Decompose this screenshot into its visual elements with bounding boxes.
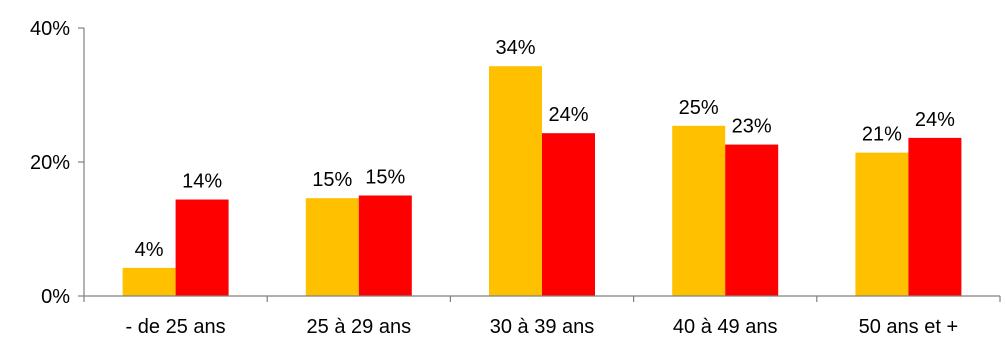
bar-series-1 (855, 152, 909, 296)
x-tick-label: 30 à 39 ans (490, 316, 595, 338)
y-tick-label: 0% (41, 286, 70, 308)
data-label-series-2: 15% (365, 167, 405, 189)
data-label-series-2: 23% (732, 116, 772, 138)
x-tick-label: 25 à 29 ans (307, 316, 412, 338)
y-tick-label: 20% (30, 152, 70, 174)
bar-series-2 (908, 137, 962, 296)
x-axis: - de 25 ans 25 à 29 ans 30 à 39 ans 40 à 49… (83, 295, 1001, 338)
y-axis: 0% 20% 40% (30, 18, 85, 308)
data-label-series-1: 21% (862, 124, 902, 146)
data-label-series-1: 25% (679, 97, 719, 119)
data-label-series-2: 24% (915, 109, 955, 131)
y-tick-label: 40% (30, 18, 70, 40)
x-tick-label: 40 à 49 ans (673, 316, 778, 338)
x-tick-label: - de 25 ans (126, 316, 226, 338)
bar-series-2 (542, 133, 595, 296)
bar-series-2 (358, 195, 412, 296)
data-label-series-2: 14% (182, 171, 222, 193)
bar-series-1 (489, 66, 542, 296)
x-tick-label: 50 ans et + (859, 316, 959, 338)
bar-series-1 (672, 125, 726, 296)
bars-group (122, 66, 962, 296)
data-label-series-2: 24% (548, 104, 588, 126)
bar-series-1 (305, 198, 359, 296)
data-labels-group: 4% 15% 34% 25% 21% 14% 15% 24% 23% 24% (135, 37, 955, 261)
bar-series-2 (725, 144, 779, 296)
bar-series-2 (175, 199, 229, 296)
data-label-series-1: 4% (135, 239, 164, 261)
bar-series-1 (122, 267, 176, 296)
data-label-series-1: 15% (312, 169, 352, 191)
data-label-series-1: 34% (495, 37, 535, 59)
